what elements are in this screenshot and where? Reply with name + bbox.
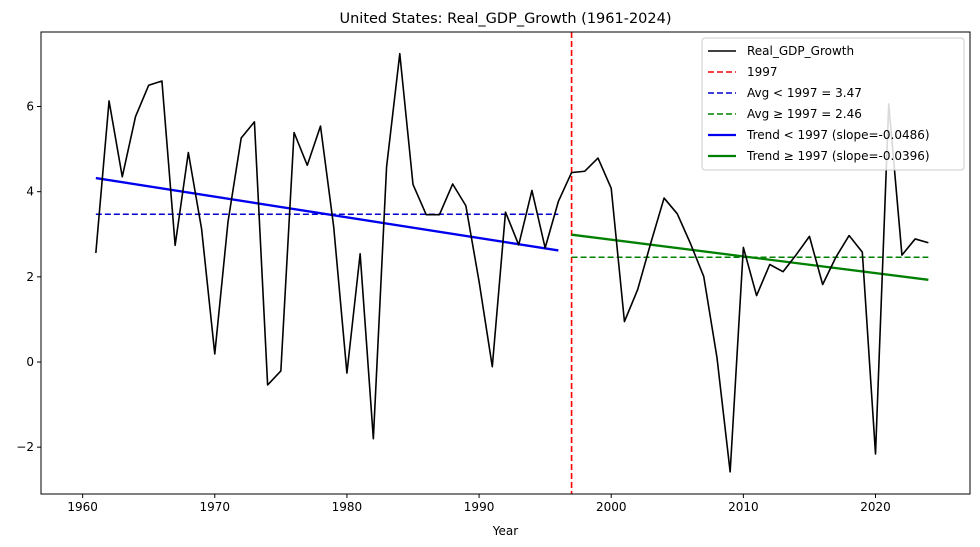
y-axis: −2 0 2 4 6	[16, 100, 41, 454]
legend-label: Avg ≥ 1997 = 2.46	[747, 107, 862, 121]
plot-frame	[40, 31, 971, 495]
legend-box	[701, 37, 965, 171]
x-tick-label: 1990	[464, 500, 495, 514]
legend-label: 1997	[747, 65, 778, 79]
y-tick-label: 0	[26, 355, 34, 369]
x-tick-label: 1960	[67, 500, 98, 514]
legend-label: Trend < 1997 (slope=-0.0486)	[746, 128, 930, 142]
legend-label: Trend ≥ 1997 (slope=-0.0396)	[746, 149, 930, 163]
x-axis-label: Year	[492, 524, 518, 538]
y-tick-label: 6	[26, 100, 34, 114]
reference-line-4	[571, 233, 929, 281]
chart-title: United States: Real_GDP_Growth (1961-202…	[339, 11, 671, 27]
legend-label: Avg < 1997 = 3.47	[747, 86, 862, 100]
y-tick-label: 4	[26, 185, 34, 199]
legend-label: Real_GDP_Growth	[747, 44, 854, 58]
y-tick-label: −2	[16, 440, 34, 454]
plot-content	[95, 32, 929, 494]
series-line-0	[95, 52, 929, 473]
x-axis: 1960 1970 1980 1990 2000 2010 2020	[67, 494, 891, 514]
x-tick-label: 2000	[596, 500, 627, 514]
x-tick-label: 1970	[200, 500, 231, 514]
y-tick-label: 2	[26, 270, 34, 284]
x-tick-label: 2010	[728, 500, 759, 514]
x-tick-label: 2020	[860, 500, 891, 514]
x-tick-label: 1980	[332, 500, 363, 514]
plot-area	[40, 31, 971, 495]
legend: Real_GDP_Growth 1997 Avg < 1997 = 3.47 Avg …	[701, 37, 965, 171]
reference-line-3	[95, 176, 559, 252]
